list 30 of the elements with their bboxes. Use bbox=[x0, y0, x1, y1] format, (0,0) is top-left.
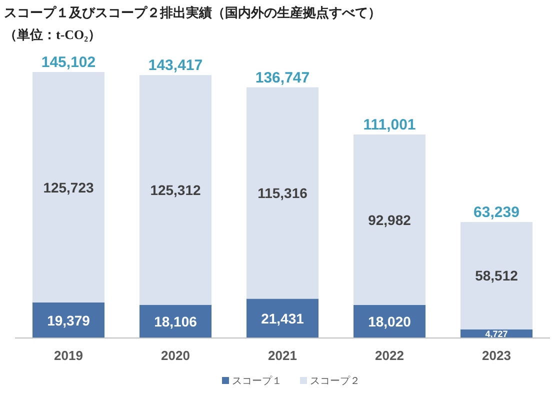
x-tick-label: 2019 bbox=[54, 348, 83, 363]
total-label: 145,102 bbox=[41, 54, 96, 71]
x-tick-label: 2023 bbox=[482, 348, 511, 363]
chart-subtitle: （単位：t-CO₂） bbox=[4, 27, 102, 42]
data-label: 125,723 bbox=[43, 179, 94, 196]
x-tick-label: 2021 bbox=[268, 348, 297, 363]
data-label: 18,020 bbox=[368, 314, 412, 330]
legend-label: スコープ２ bbox=[310, 375, 360, 387]
x-tick-label: 2020 bbox=[161, 348, 190, 363]
bar bbox=[140, 75, 212, 305]
bar bbox=[460, 222, 532, 330]
data-label: 58,512 bbox=[475, 268, 518, 284]
bar bbox=[246, 87, 318, 299]
data-label: 115,316 bbox=[258, 185, 308, 202]
data-label: 4,727 bbox=[485, 328, 508, 339]
x-tick-label: 2022 bbox=[375, 348, 404, 363]
data-label: 18,106 bbox=[154, 313, 198, 330]
total-label: 63,239 bbox=[474, 204, 520, 222]
data-label: 21,431 bbox=[261, 310, 304, 326]
chart-title: スコープ１及びスコープ２排出実績（国内外の生産拠点すべて） bbox=[4, 5, 381, 20]
data-label: 92,982 bbox=[368, 212, 412, 228]
legend-label: スコープ１ bbox=[232, 375, 282, 387]
total-label: 136,747 bbox=[255, 69, 310, 86]
bar bbox=[32, 72, 104, 302]
total-label: 143,417 bbox=[148, 57, 203, 74]
bar bbox=[246, 298, 318, 338]
data-label: 125,312 bbox=[150, 182, 202, 198]
data-label: 19,379 bbox=[47, 312, 90, 328]
total-label: 111,001 bbox=[363, 116, 416, 134]
bar bbox=[354, 134, 426, 305]
